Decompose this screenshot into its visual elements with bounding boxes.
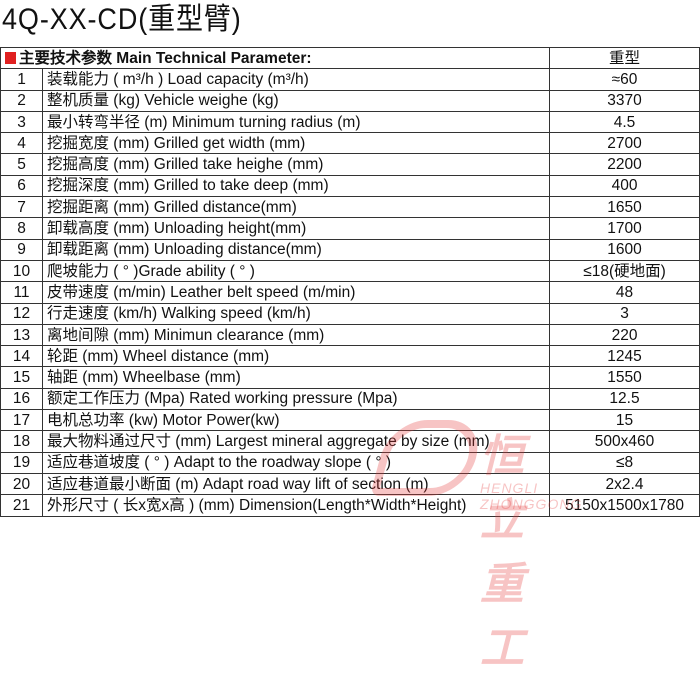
row-description: 整机质量 (kg) Vehicle weighe (kg) [41, 89, 551, 112]
row-number: 14 [0, 345, 43, 368]
table-row: 16 额定工作压力 (Mpa) Rated working pressure (M… [0, 387, 700, 411]
row-number: 2 [0, 89, 43, 112]
row-description: 电机总功率 (kw) Motor Power(kw) [41, 409, 551, 432]
table-row: 1 装载能力 ( m³/h ) Load capacity (m³/h) ≈60 [0, 68, 700, 91]
row-description: 行走速度 (km/h) Walking speed (km/h) [41, 302, 551, 325]
row-description: 额定工作压力 (Mpa) Rated working pressure (Mpa… [41, 387, 551, 411]
row-description: 装载能力 ( m³/h ) Load capacity (m³/h) [41, 68, 551, 91]
table-row: 4 挖掘宽度 (mm) Grilled get width (mm) 2700 [0, 132, 700, 155]
spec-table: 主要技术参数 Main Technical Parameter: 重型 1 装载能… [0, 46, 700, 517]
row-value: 15 [549, 409, 700, 432]
table-row: 2 整机质量 (kg) Vehicle weighe (kg) 3370 [0, 89, 700, 112]
row-number: 18 [0, 430, 43, 453]
row-description: 适应巷道最小断面 (m) Adapt road way lift of sect… [41, 472, 551, 496]
row-number: 6 [0, 174, 43, 198]
table-row: 20 适应巷道最小断面 (m) Adapt road way lift of se… [0, 472, 700, 496]
row-value: 48 [549, 281, 700, 304]
row-value: 4.5 [549, 110, 700, 134]
row-value: ≤18(硬地面) [549, 259, 700, 283]
row-number: 5 [0, 153, 43, 176]
row-number: 10 [0, 259, 43, 283]
row-number: 16 [0, 387, 43, 411]
row-number: 12 [0, 302, 43, 325]
row-value: 1650 [549, 196, 700, 219]
row-description: 挖掘距离 (mm) Grilled distance(mm) [41, 196, 551, 219]
row-description: 离地间隙 (mm) Minimun clearance (mm) [41, 323, 551, 347]
row-number: 4 [0, 132, 43, 155]
row-number: 17 [0, 409, 43, 432]
row-description: 适应巷道坡度 ( ° ) Adapt to the roadway slope … [41, 451, 551, 474]
row-value: 1245 [549, 345, 700, 368]
row-number: 9 [0, 238, 43, 261]
row-description: 轮距 (mm) Wheel distance (mm) [41, 345, 551, 368]
row-description: 卸载高度 (mm) Unloading height(mm) [41, 217, 551, 240]
table-header: 主要技术参数 Main Technical Parameter: 重型 [0, 46, 700, 70]
row-number: 21 [0, 494, 43, 517]
row-description: 最小转弯半径 (m) Minimum turning radius (m) [41, 110, 551, 134]
row-value: 500x460 [549, 430, 700, 453]
row-value: 400 [549, 174, 700, 198]
row-description: 卸载距离 (mm) Unloading distance(mm) [41, 238, 551, 261]
page-title: 4Q-XX-CD(重型臂) [2, 3, 242, 36]
row-value: ≤8 [549, 451, 700, 474]
table-row: 21 外形尺寸 ( 长x宽x高 ) (mm) Dimension(Length*W… [0, 494, 700, 517]
table-row: 18 最大物料通过尺寸 (mm) Largest mineral aggregat… [0, 430, 700, 453]
table-row: 15 轴距 (mm) Wheelbase (mm) 1550 [0, 366, 700, 389]
row-number: 7 [0, 196, 43, 219]
row-value: 1700 [549, 217, 700, 240]
red-square-icon [5, 51, 16, 64]
row-number: 19 [0, 451, 43, 474]
table-row: 8 卸载高度 (mm) Unloading height(mm) 1700 [0, 217, 700, 240]
row-value: 5150x1500x1780 [549, 494, 700, 517]
row-description: 皮带速度 (m/min) Leather belt speed (m/min) [41, 281, 551, 304]
row-number: 13 [0, 323, 43, 347]
row-value: ≈60 [549, 68, 700, 91]
table-row: 14 轮距 (mm) Wheel distance (mm) 1245 [0, 345, 700, 368]
row-number: 11 [0, 281, 43, 304]
row-number: 20 [0, 472, 43, 496]
table-row: 6 挖掘深度 (mm) Grilled to take deep (mm) 400 [0, 174, 700, 198]
table-row: 5 挖掘高度 (mm) Grilled take heighe (mm) 2200 [0, 153, 700, 176]
row-description: 挖掘深度 (mm) Grilled to take deep (mm) [41, 174, 551, 198]
table-row: 9 卸载距离 (mm) Unloading distance(mm) 1600 [0, 238, 700, 261]
row-description: 最大物料通过尺寸 (mm) Largest mineral aggregate … [41, 430, 551, 453]
table-row: 17 电机总功率 (kw) Motor Power(kw) 15 [0, 409, 700, 432]
header-label: 主要技术参数 Main Technical Parameter: [19, 49, 312, 67]
row-value: 1550 [549, 366, 700, 389]
row-value: 220 [549, 323, 700, 347]
table-row: 19 适应巷道坡度 ( ° ) Adapt to the roadway slop… [0, 451, 700, 474]
row-value: 2x2.4 [549, 472, 700, 496]
table-row: 12 行走速度 (km/h) Walking speed (km/h) 3 [0, 302, 700, 325]
row-description: 挖掘宽度 (mm) Grilled get width (mm) [41, 132, 551, 155]
table-row: 13 离地间隙 (mm) Minimun clearance (mm) 220 [0, 323, 700, 347]
row-value: 12.5 [549, 387, 700, 411]
table-row: 3 最小转弯半径 (m) Minimum turning radius (m) 4.… [0, 110, 700, 134]
row-value: 3 [549, 302, 700, 325]
row-number: 1 [0, 68, 43, 91]
row-description: 爬坡能力 ( ° )Grade ability ( ° ) [41, 259, 551, 283]
row-value: 2200 [549, 153, 700, 176]
row-description: 轴距 (mm) Wheelbase (mm) [41, 366, 551, 389]
row-description: 外形尺寸 ( 长x宽x高 ) (mm) Dimension(Length*Wid… [41, 494, 551, 517]
row-value: 3370 [549, 89, 700, 112]
row-value: 1600 [549, 238, 700, 261]
table-row: 10 爬坡能力 ( ° )Grade ability ( ° ) ≤18(硬地面) [0, 259, 700, 283]
header-value: 重型 [549, 46, 700, 70]
row-number: 15 [0, 366, 43, 389]
row-description: 挖掘高度 (mm) Grilled take heighe (mm) [41, 153, 551, 176]
row-number: 3 [0, 110, 43, 134]
table-row: 11 皮带速度 (m/min) Leather belt speed (m/min… [0, 281, 700, 304]
table-row: 7 挖掘距离 (mm) Grilled distance(mm) 1650 [0, 196, 700, 219]
row-value: 2700 [549, 132, 700, 155]
row-number: 8 [0, 217, 43, 240]
header-label-cell: 主要技术参数 Main Technical Parameter: [0, 46, 551, 70]
